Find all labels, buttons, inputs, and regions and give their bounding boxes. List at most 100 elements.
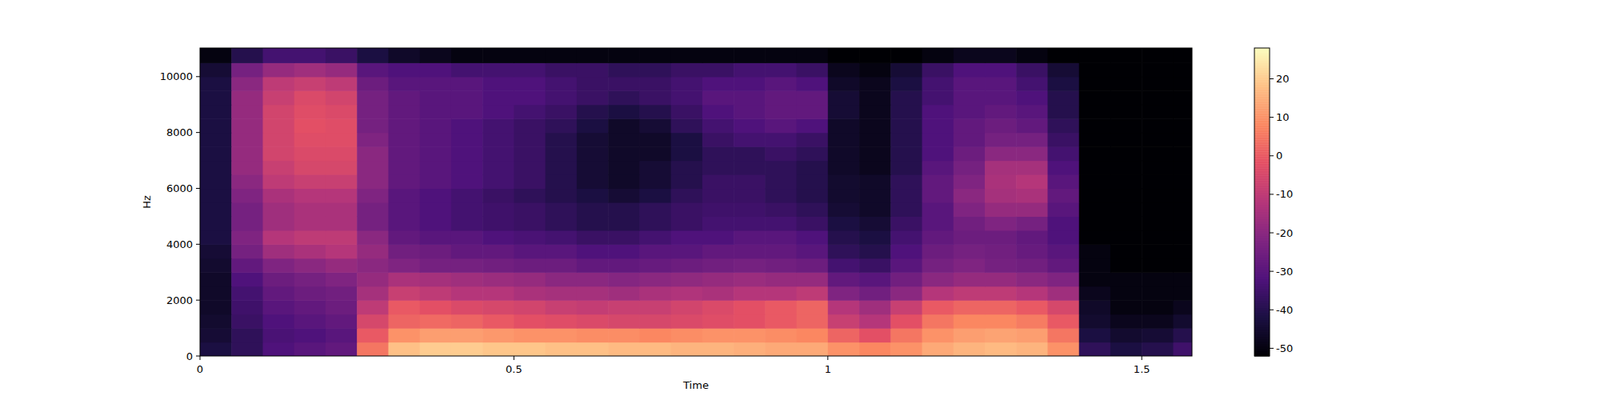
- colorbar-segment: [1254, 348, 1270, 352]
- cell: [1079, 118, 1112, 133]
- cell: [796, 62, 829, 77]
- cell: [639, 118, 672, 133]
- cell: [1110, 300, 1143, 315]
- cell: [953, 62, 986, 77]
- y-tick-label: 0: [186, 350, 193, 363]
- cell: [702, 62, 735, 77]
- cell: [356, 244, 389, 259]
- cell: [1110, 76, 1143, 92]
- cell: [639, 300, 672, 315]
- cell: [545, 216, 578, 231]
- colorbar-segment: [1254, 238, 1270, 242]
- cell: [262, 202, 295, 217]
- cell: [1016, 160, 1048, 176]
- colorbar-segment: [1254, 320, 1270, 324]
- cell: [984, 300, 1017, 315]
- cell: [545, 132, 578, 148]
- cell: [1141, 230, 1174, 245]
- y-tick-label: 4000: [166, 238, 193, 251]
- colorbar-segment: [1254, 132, 1270, 136]
- colorbar-segment: [1254, 296, 1270, 300]
- colorbar-segment: [1254, 69, 1270, 73]
- colorbar-segment: [1254, 291, 1270, 295]
- colorbar-segment: [1254, 339, 1270, 343]
- cell: [859, 202, 892, 217]
- cell: [1141, 244, 1174, 259]
- cell: [513, 258, 546, 273]
- cell: [262, 48, 295, 64]
- cell: [1172, 160, 1192, 176]
- cell: [639, 90, 672, 105]
- cell: [545, 258, 578, 273]
- cell: [859, 118, 892, 133]
- cell: [953, 272, 986, 287]
- cell: [388, 300, 420, 315]
- cell: [576, 132, 609, 148]
- cell: [984, 104, 1017, 120]
- cell: [513, 118, 546, 133]
- cell: [796, 104, 829, 120]
- cell: [984, 132, 1017, 148]
- cell: [608, 342, 640, 356]
- cell: [828, 286, 860, 301]
- cell: [231, 104, 264, 120]
- cell: [451, 272, 484, 287]
- cell: [671, 272, 704, 287]
- colorbar-segment: [1254, 264, 1270, 268]
- cell: [1047, 104, 1080, 120]
- cell: [200, 104, 232, 120]
- cell: [890, 188, 923, 203]
- cell: [702, 174, 735, 189]
- cell: [702, 118, 735, 133]
- cell: [451, 300, 484, 315]
- cell: [231, 188, 264, 203]
- cell: [922, 62, 955, 77]
- colorbar-segment: [1254, 281, 1270, 285]
- cell: [922, 132, 955, 148]
- colorbar-segment: [1254, 308, 1270, 312]
- cell: [231, 90, 264, 105]
- cell: [1079, 132, 1112, 148]
- cell: [953, 132, 986, 148]
- cell: [294, 160, 327, 176]
- cell: [545, 146, 578, 161]
- colorbar-segment: [1254, 86, 1270, 90]
- colorbar-segment: [1254, 165, 1270, 169]
- cell: [1016, 272, 1048, 287]
- cell: [671, 146, 704, 161]
- cell: [231, 342, 264, 356]
- cell: [859, 188, 892, 203]
- cell: [1172, 188, 1192, 203]
- cell: [576, 230, 609, 245]
- cell: [1047, 174, 1080, 189]
- cell: [671, 160, 704, 176]
- cell: [953, 300, 986, 315]
- cell: [545, 286, 578, 301]
- cell: [482, 188, 515, 203]
- cell: [764, 328, 797, 343]
- cell: [890, 216, 923, 231]
- cell: [576, 146, 609, 161]
- cell: [859, 286, 892, 301]
- cell: [388, 160, 420, 176]
- cell: [639, 160, 672, 176]
- colorbar-segment: [1254, 310, 1270, 314]
- cell: [1172, 76, 1192, 92]
- colorbar-segment: [1254, 76, 1270, 80]
- cell: [733, 272, 766, 287]
- cell: [953, 188, 986, 203]
- cell: [388, 272, 420, 287]
- colorbar-segment: [1254, 221, 1270, 225]
- cell: [922, 286, 955, 301]
- cell: [262, 342, 295, 356]
- cell: [1172, 48, 1192, 64]
- cell: [639, 230, 672, 245]
- cell: [451, 258, 484, 273]
- cell: [764, 314, 797, 329]
- cell: [1141, 300, 1174, 315]
- cell: [420, 62, 452, 77]
- cell: [325, 216, 358, 231]
- cell: [356, 300, 389, 315]
- cell: [639, 258, 672, 273]
- colorbar-segment: [1254, 160, 1270, 164]
